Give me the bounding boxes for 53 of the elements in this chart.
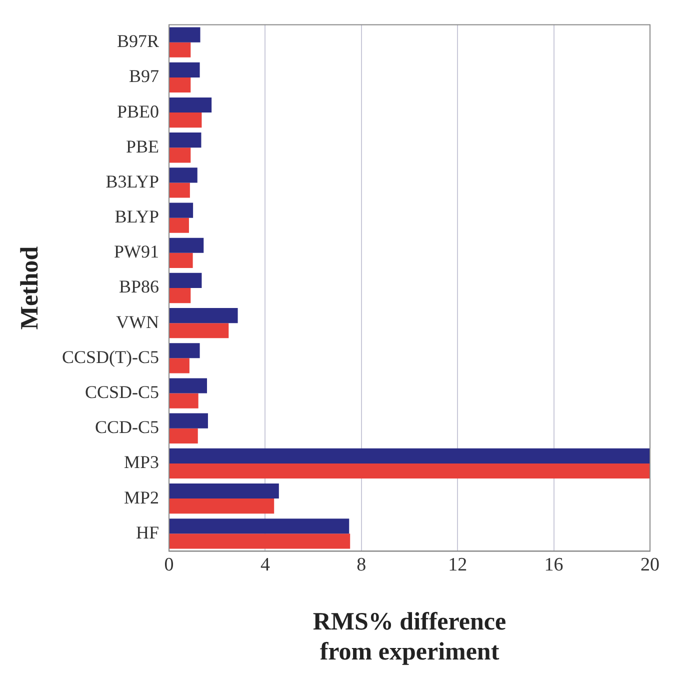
bar — [170, 42, 191, 58]
y-tick-label: B3LYP — [106, 171, 160, 192]
x-tick-label: 0 — [164, 554, 174, 576]
bar — [170, 498, 274, 514]
y-tick-label: PBE — [126, 136, 160, 156]
bar — [170, 308, 238, 324]
bar — [170, 288, 191, 304]
bar — [170, 148, 191, 163]
bar — [170, 168, 198, 183]
bar — [170, 413, 208, 428]
y-tick-label: CCSD(T)-C5 — [62, 346, 160, 367]
bar — [170, 272, 202, 288]
bar — [170, 62, 200, 78]
x-tick-label: 16 — [544, 554, 564, 576]
bar — [170, 218, 189, 233]
y-tick-label: PW91 — [114, 242, 160, 262]
bar — [170, 393, 198, 408]
x-axis-title: RMS% difference from experiment — [312, 608, 506, 666]
bar — [170, 132, 202, 148]
bar — [170, 343, 200, 358]
x-tick-label: 8 — [356, 554, 366, 576]
bar — [170, 534, 350, 549]
y-tick-label: CCSD-C5 — [84, 382, 160, 402]
bar — [170, 112, 202, 128]
x-tick-label: 4 — [260, 554, 270, 576]
bar — [170, 252, 193, 268]
y-tick-label: BLYP — [114, 206, 160, 227]
y-tick-label: B97R — [116, 31, 160, 52]
bar — [170, 182, 190, 198]
y-tick-label: MP2 — [124, 487, 160, 508]
x-tick-label: 20 — [640, 554, 660, 576]
y-tick-label: B97 — [128, 66, 160, 86]
bar — [170, 428, 198, 444]
bar — [170, 463, 650, 479]
bar — [170, 518, 350, 534]
bar — [170, 483, 279, 499]
y-tick-label: CCD-C5 — [94, 417, 160, 438]
bar — [170, 323, 229, 338]
y-tick-label: VWN — [116, 312, 160, 332]
bar — [170, 238, 204, 253]
bar — [170, 27, 200, 42]
y-tick-label: MP3 — [124, 452, 160, 472]
bar — [170, 97, 212, 113]
bar — [170, 448, 650, 464]
bar — [170, 358, 190, 374]
x-tick-label: 12 — [448, 554, 468, 576]
bar — [170, 202, 194, 218]
y-axis-title: Method — [16, 246, 44, 330]
y-tick-label: PBE0 — [116, 101, 160, 122]
bar — [170, 77, 191, 93]
bar — [170, 378, 208, 394]
y-tick-label: HF — [136, 522, 160, 542]
y-tick-label: BP86 — [118, 276, 160, 297]
